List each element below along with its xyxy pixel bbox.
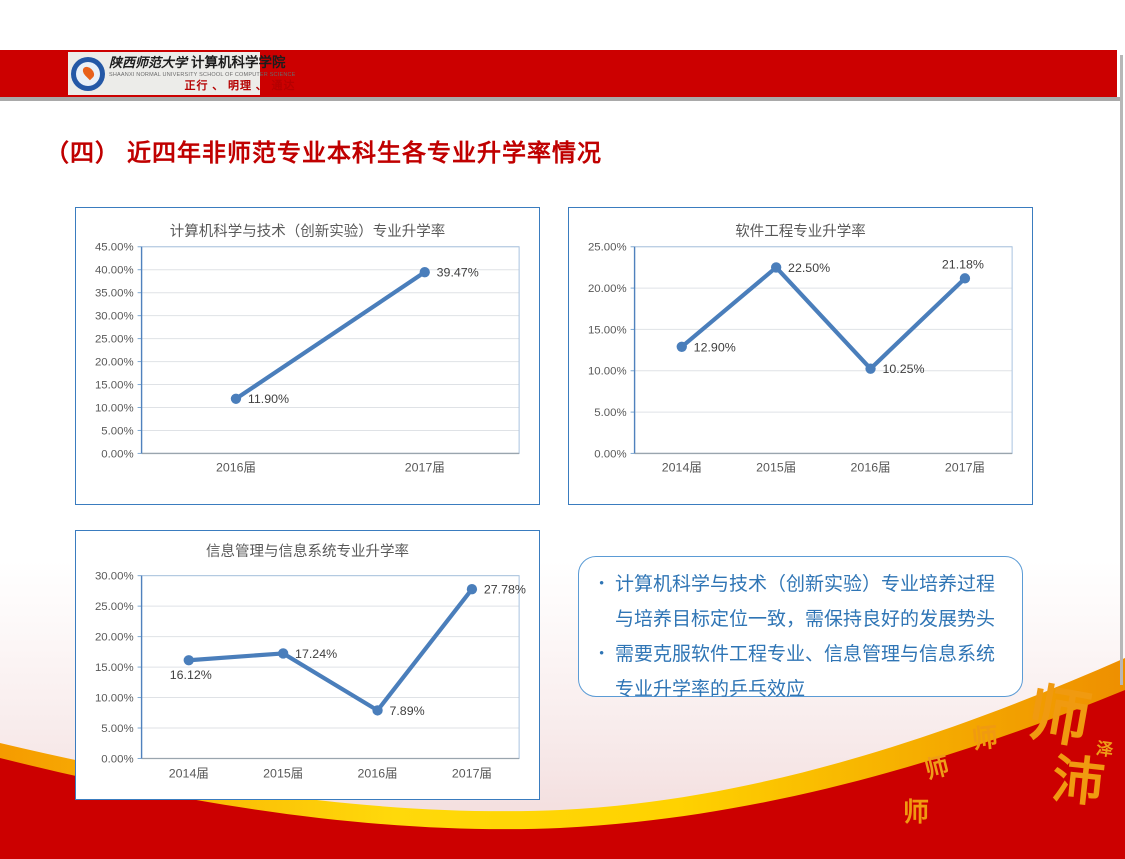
chart-information-systems-rate: 信息管理与信息系统专业升学率 0.00% 5.00% 10.00% 15.00% 20.…	[75, 530, 540, 800]
summary-bullet: 计算机科学与技术（创新实验）专业培养过程与培养目标定位一致，需保持良好的发展势头	[595, 567, 1008, 637]
svg-text:20.00%: 20.00%	[588, 283, 627, 295]
university-name-cn: 陕西师范大学	[109, 54, 188, 70]
svg-text:2016届: 2016届	[358, 766, 398, 780]
chart-software-engineering-rate: 软件工程专业升学率 0.00% 5.00% 10.00% 15.00% 20.00% 25…	[568, 207, 1033, 505]
svg-text:2014届: 2014届	[662, 460, 702, 474]
chart-title: 计算机科学与技术（创新实验）专业升学率	[169, 224, 446, 240]
svg-text:2016届: 2016届	[851, 460, 891, 474]
svg-text:10.00%: 10.00%	[588, 366, 627, 378]
summary-bullet-list: 计算机科学与技术（创新实验）专业培养过程与培养目标定位一致，需保持良好的发展势头…	[595, 567, 1008, 707]
university-logo: 陕西师范大学 计算机科学学院 SHAANXI NORMAL UNIVERSITY…	[68, 52, 295, 95]
svg-text:20.00%: 20.00%	[95, 357, 134, 369]
svg-text:2017届: 2017届	[945, 460, 985, 474]
chart-canvas: 0.00% 5.00% 10.00% 15.00% 20.00% 25.00% 30.00%…	[95, 242, 520, 474]
calligraphy-shi-large: 师	[1022, 675, 1096, 758]
svg-text:12.90%: 12.90%	[694, 340, 736, 354]
slide-right-shadow	[1120, 55, 1123, 685]
svg-text:2015届: 2015届	[263, 766, 303, 780]
chart-cs-innovation-rate: 计算机科学与技术（创新实验）专业升学率 0.00% 5.00% 10.00% 15.0…	[75, 207, 540, 505]
svg-text:25.00%: 25.00%	[588, 242, 627, 254]
svg-text:11.90%: 11.90%	[248, 392, 289, 406]
svg-text:40.00%: 40.00%	[95, 265, 134, 277]
svg-text:2017届: 2017届	[405, 460, 445, 474]
svg-text:10.25%: 10.25%	[882, 362, 924, 376]
svg-text:35.00%: 35.00%	[95, 288, 134, 300]
svg-text:0.00%: 0.00%	[101, 753, 133, 765]
calligraphy-shi-small: 师	[921, 750, 953, 785]
svg-text:5.00%: 5.00%	[101, 425, 133, 437]
svg-text:7.89%: 7.89%	[389, 704, 424, 718]
svg-text:10.00%: 10.00%	[95, 693, 134, 705]
school-name-cn: 计算机科学学院	[191, 54, 286, 70]
university-emblem-icon	[71, 56, 105, 91]
chart-canvas: 0.00% 5.00% 10.00% 15.00% 20.00% 25.00% 30.00%…	[95, 571, 526, 781]
chart-title: 信息管理与信息系统专业升学率	[206, 544, 409, 560]
svg-text:10.00%: 10.00%	[95, 402, 134, 414]
svg-text:30.00%: 30.00%	[95, 311, 134, 323]
university-name-en: SHAANXI NORMAL UNIVERSITY	[109, 71, 198, 78]
chart-canvas: 0.00% 5.00% 10.00% 15.00% 20.00% 25.00% 2014届 2…	[588, 242, 1013, 474]
svg-text:2015届: 2015届	[756, 460, 796, 474]
calligraphy-shi-medium: 师	[970, 722, 1000, 756]
school-name-en: SCHOOL OF COMPUTER SCIENCE	[199, 71, 296, 78]
calligraphy-pei: 沛	[1049, 748, 1108, 815]
svg-text:39.47%: 39.47%	[437, 266, 479, 280]
page-title: （四） 近四年非师范专业本科生各专业升学率情况	[45, 141, 602, 167]
svg-text:21.18%: 21.18%	[942, 257, 984, 271]
svg-text:45.00%: 45.00%	[95, 242, 134, 254]
svg-text:20.00%: 20.00%	[95, 632, 134, 644]
school-motto: 正行 、 明理 、 通达	[184, 80, 296, 93]
chart-title: 软件工程专业升学率	[735, 224, 866, 240]
svg-text:15.00%: 15.00%	[95, 380, 134, 392]
svg-text:16.12%: 16.12%	[170, 668, 212, 682]
svg-text:2017届: 2017届	[452, 766, 492, 780]
svg-text:27.78%: 27.78%	[484, 583, 526, 597]
summary-bullet: 需要克服软件工程专业、信息管理与信息系统专业升学率的乒乓效应	[595, 637, 1008, 707]
svg-text:15.00%: 15.00%	[588, 324, 627, 336]
svg-text:2016届: 2016届	[216, 460, 256, 474]
svg-text:5.00%: 5.00%	[101, 723, 133, 735]
svg-text:5.00%: 5.00%	[594, 407, 626, 419]
svg-text:0.00%: 0.00%	[594, 448, 626, 460]
svg-text:22.50%: 22.50%	[788, 261, 830, 275]
svg-text:0.00%: 0.00%	[101, 448, 133, 460]
svg-text:17.24%: 17.24%	[295, 647, 337, 661]
calligraphy-shi-seal: 师	[903, 798, 932, 828]
header-band-shadow	[0, 97, 1122, 101]
calligraphy-tiny: 泽	[1094, 738, 1115, 762]
summary-box: 计算机科学与技术（创新实验）专业培养过程与培养目标定位一致，需保持良好的发展势头…	[578, 556, 1023, 700]
svg-text:15.00%: 15.00%	[95, 662, 134, 674]
svg-text:25.00%: 25.00%	[95, 334, 134, 346]
svg-text:30.00%: 30.00%	[95, 571, 134, 583]
svg-text:25.00%: 25.00%	[95, 601, 134, 613]
svg-text:2014届: 2014届	[169, 766, 209, 780]
